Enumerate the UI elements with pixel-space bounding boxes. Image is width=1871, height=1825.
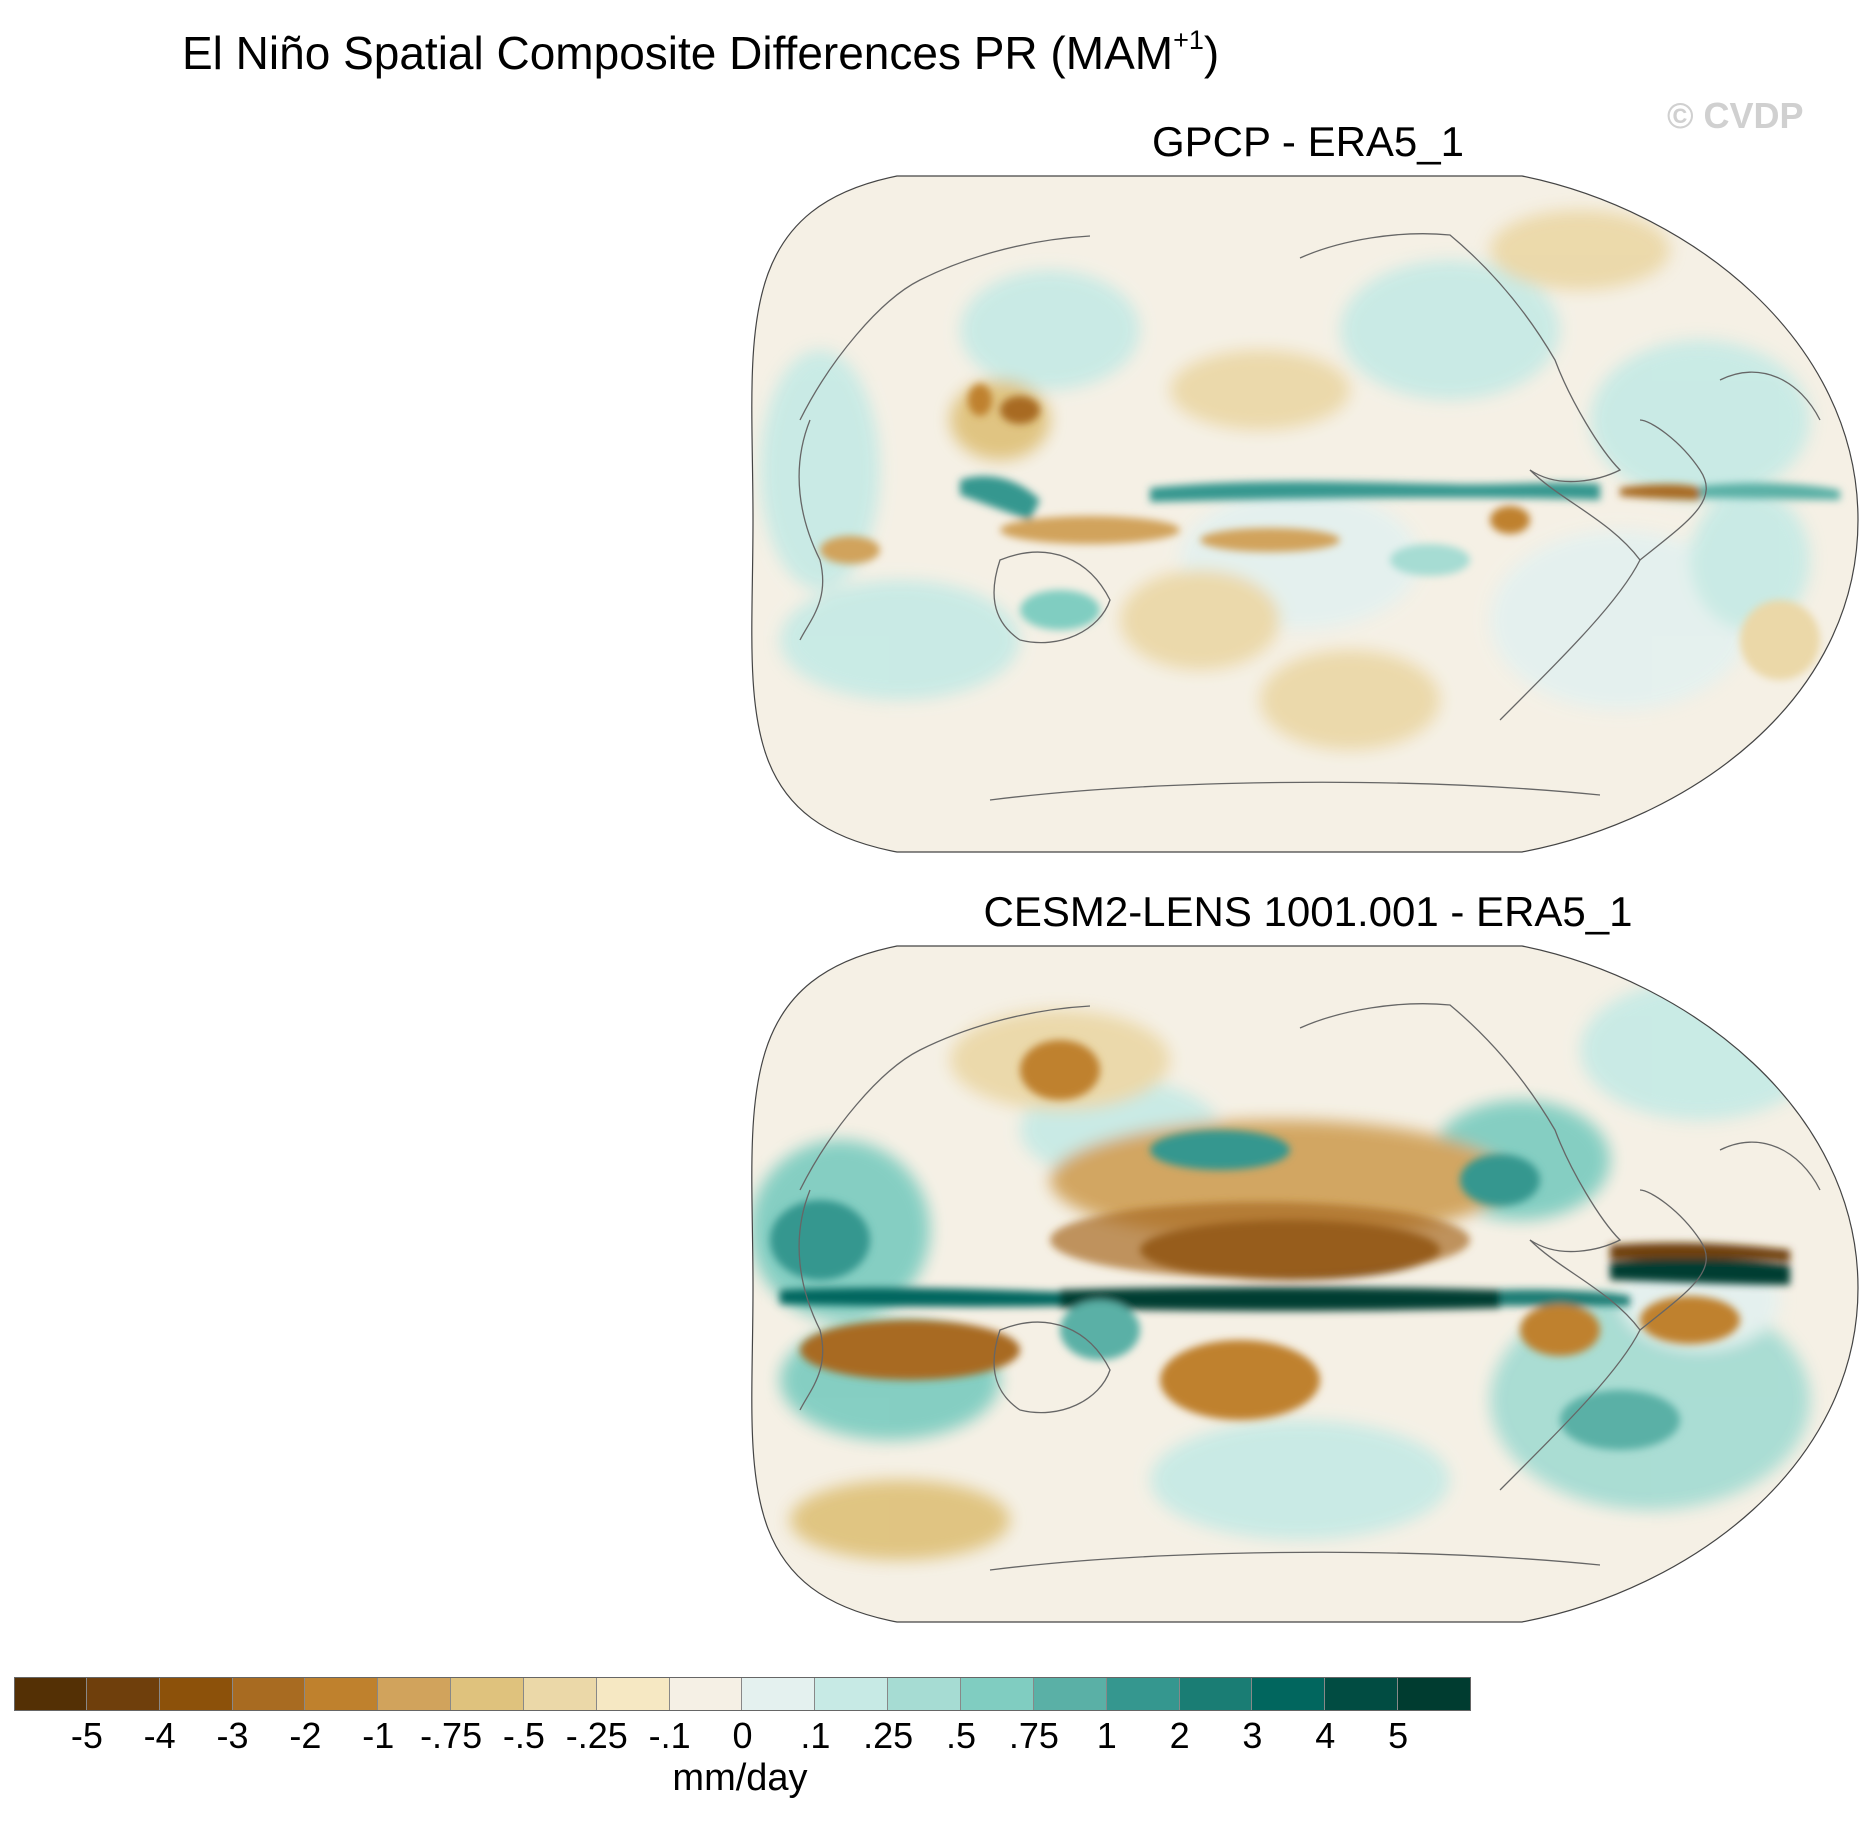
colorbar-box: [815, 1677, 889, 1711]
colorbar-border: [14, 1677, 1471, 1711]
colorbar-tick-label: 4: [1315, 1715, 1336, 1756]
panel-2-title: CESM2-LENS 1001.001 - ERA5_1: [983, 888, 1633, 935]
panel-1-map: [751, 176, 1858, 852]
colorbar-tick-label: -3: [216, 1715, 249, 1756]
figure-title: El Niño Spatial Composite Differences PR…: [182, 24, 1220, 79]
colorbar-tick-label: 5: [1388, 1715, 1409, 1756]
colorbar-tick-label: -4: [143, 1715, 176, 1756]
panel-2-frame: [751, 945, 1859, 1623]
colorbar-tick-label: -2: [289, 1715, 322, 1756]
panel-1-title: GPCP - ERA5_1: [1151, 118, 1465, 165]
colorbar-tick-label: 3: [1242, 1715, 1263, 1756]
colorbar-box: [14, 1677, 87, 1711]
cvdp-credit: © CVDP: [1667, 95, 1804, 136]
colorbar-units: mm/day: [672, 1757, 808, 1799]
colorbar-box: [596, 1677, 670, 1711]
colorbar-tick-label: .25: [863, 1715, 914, 1756]
colorbar-box: [451, 1677, 524, 1711]
colorbar-tick-label: 1: [1096, 1715, 1117, 1756]
colorbar-tick-label: -.1: [648, 1715, 691, 1756]
colorbar-box: [378, 1677, 452, 1711]
colorbar-tick-label: -.25: [565, 1715, 628, 1756]
panel-1-frame: [751, 175, 1859, 853]
colorbar-box: [1252, 1677, 1326, 1711]
colorbar-box: [742, 1677, 816, 1711]
colorbar-tick-label: .1: [800, 1715, 831, 1756]
colorbar-box: [1033, 1677, 1107, 1711]
colorbar-tick-label: -1: [362, 1715, 395, 1756]
colorbar-tick-label: -.75: [420, 1715, 483, 1756]
colorbar-box: [232, 1677, 306, 1711]
colorbar-box: [1325, 1677, 1399, 1711]
colorbar-tick-label: 0: [732, 1715, 753, 1756]
colorbar: [14, 1677, 1471, 1711]
panel-2-map: [751, 946, 1858, 1622]
colorbar-box: [1106, 1677, 1180, 1711]
colorbar-tick-label: -.5: [502, 1715, 545, 1756]
colorbar-box: [669, 1677, 743, 1711]
colorbar-box: [888, 1677, 961, 1711]
colorbar-box: [305, 1677, 379, 1711]
colorbar-box: [523, 1677, 597, 1711]
colorbar-tick-label: .75: [1008, 1715, 1059, 1756]
colorbar-tick-label: -5: [70, 1715, 103, 1756]
colorbar-box: [159, 1677, 233, 1711]
colorbar-box: [1398, 1677, 1471, 1711]
colorbar-tick-label: 2: [1169, 1715, 1190, 1756]
colorbar-box: [960, 1677, 1034, 1711]
colorbar-box: [1179, 1677, 1253, 1711]
colorbar-tick-label: .5: [946, 1715, 977, 1756]
colorbar-box: [86, 1677, 160, 1711]
